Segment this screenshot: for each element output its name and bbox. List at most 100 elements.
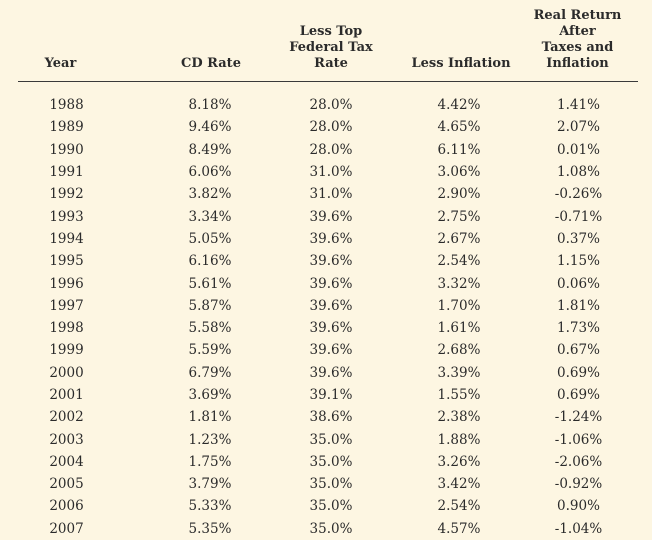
cell-year: 1996 (49, 275, 84, 292)
cell-real-return: 1.81% (557, 297, 600, 314)
header-year: Year (44, 56, 77, 71)
cell-inflation: 6.11% (437, 141, 481, 158)
table-row: 1995 6.16% 39.6% 2.54% 1.15% (18, 250, 638, 272)
cell-inflation: 2.67% (437, 230, 481, 247)
cell-real-return: -1.24% (554, 409, 603, 426)
cell-cd-rate: 1.81% (188, 409, 232, 426)
cell-year: 1993 (49, 208, 84, 225)
cell-tax-rate: 39.6% (309, 364, 353, 381)
table-row: 1994 5.05% 39.6% 2.67% 0.37% (18, 228, 638, 250)
table-row: 2006 5.33% 35.0% 2.54% 0.90% (18, 495, 638, 517)
cell-year: 2006 (49, 498, 84, 515)
cd-returns-table: Year CD Rate Less Top Federal Tax Rate L… (18, 8, 638, 540)
cell-real-return: 0.69% (557, 387, 600, 403)
cell-real-return: -0.92% (554, 476, 603, 493)
cell-tax-rate: 39.6% (309, 320, 353, 337)
cell-year: 1999 (49, 342, 84, 359)
cell-cd-rate: 3.34% (188, 208, 232, 225)
cell-inflation: 3.06% (437, 164, 481, 181)
cell-inflation: 1.88% (437, 431, 481, 448)
cell-inflation: 4.42% (437, 97, 481, 114)
cell-cd-rate: 6.16% (188, 253, 232, 270)
cell-tax-rate: 28.0% (309, 141, 353, 158)
cell-year: 1990 (49, 141, 84, 158)
cell-real-return: -2.06% (554, 453, 603, 470)
cell-cd-rate: 3.82% (188, 186, 232, 203)
cell-real-return: 0.69% (557, 364, 600, 381)
cell-cd-rate: 1.75% (188, 453, 232, 470)
cell-cd-rate: 5.33% (188, 498, 232, 515)
header-cd-rate: CD Rate (181, 56, 241, 71)
cell-year: 1994 (49, 230, 84, 247)
cell-real-return: -0.26% (554, 186, 603, 203)
cell-year: 2005 (49, 476, 84, 493)
header-row: Year CD Rate Less Top Federal Tax Rate L… (18, 8, 638, 82)
cell-year: 1989 (49, 119, 84, 136)
cell-real-return: 1.15% (557, 253, 600, 270)
cell-real-return: -1.04% (554, 520, 603, 537)
header-real-return: Real Return After Taxes and Inflation (511, 8, 638, 82)
header-inflation: Less Inflation (411, 56, 511, 71)
cell-inflation: 2.75% (437, 208, 481, 225)
cell-tax-rate: 35.0% (309, 520, 353, 537)
cell-real-return: -0.71% (554, 208, 603, 225)
cell-cd-rate: 8.18% (188, 97, 232, 114)
table-row: 1998 5.58% 39.6% 1.61% 1.73% (18, 317, 638, 339)
cell-year: 2002 (49, 409, 84, 426)
cell-tax-rate: 35.0% (309, 476, 353, 493)
cell-tax-rate: 38.6% (309, 409, 353, 426)
cell-year: 2003 (49, 431, 84, 448)
cell-cd-rate: 6.06% (188, 164, 232, 181)
header-tax-rate-line1: Less Top (299, 24, 363, 39)
cell-cd-rate: 8.49% (188, 141, 232, 158)
cell-cd-rate: 5.59% (188, 342, 232, 359)
cell-tax-rate: 39.6% (309, 230, 353, 247)
cell-tax-rate: 28.0% (309, 97, 353, 114)
cell-tax-rate: 28.0% (309, 119, 353, 136)
table-row: 1988 8.18% 28.0% 4.42% 1.41% (18, 82, 638, 117)
cell-inflation: 2.68% (437, 342, 481, 359)
cell-real-return: 0.01% (557, 141, 600, 158)
cell-tax-rate: 35.0% (309, 453, 353, 470)
cell-tax-rate: 39.6% (309, 208, 353, 225)
cell-real-return: 0.37% (557, 230, 600, 247)
cell-cd-rate: 5.05% (188, 230, 232, 247)
cell-tax-rate: 39.1% (309, 387, 353, 403)
table-row: 2007 5.35% 35.0% 4.57% -1.04% (18, 518, 638, 540)
cell-cd-rate: 3.69% (188, 387, 232, 403)
cell-inflation: 1.55% (437, 387, 481, 403)
cell-year: 2004 (49, 453, 84, 470)
cell-inflation: 4.65% (437, 119, 481, 136)
header-tax-rate-line2: Federal Tax Rate (289, 40, 373, 71)
header-tax-rate: Less Top Federal Tax Rate (257, 8, 391, 82)
table-row: 1993 3.34% 39.6% 2.75% -0.71% (18, 205, 638, 227)
cell-year: 2000 (49, 364, 84, 381)
table-row: 1999 5.59% 39.6% 2.68% 0.67% (18, 339, 638, 361)
cell-cd-rate: 9.46% (188, 119, 232, 136)
cell-tax-rate: 39.6% (309, 297, 353, 314)
cell-inflation: 2.54% (437, 498, 481, 515)
cell-tax-rate: 39.6% (309, 253, 353, 270)
cell-inflation: 2.90% (437, 186, 481, 203)
cell-inflation: 1.70% (437, 297, 481, 314)
table-row: 1989 9.46% 28.0% 4.65% 2.07% (18, 116, 638, 138)
cell-real-return: 1.73% (557, 320, 600, 337)
table-header: Year CD Rate Less Top Federal Tax Rate L… (18, 8, 638, 82)
cell-inflation: 3.26% (437, 453, 481, 470)
cell-inflation: 4.57% (437, 520, 481, 537)
cell-year: 1992 (49, 186, 84, 203)
cell-cd-rate: 5.87% (188, 297, 232, 314)
cell-inflation: 1.61% (437, 320, 481, 337)
cell-tax-rate: 35.0% (309, 431, 353, 448)
cell-year: 1998 (49, 320, 84, 337)
cell-year: 1997 (49, 297, 84, 314)
cell-tax-rate: 31.0% (309, 186, 353, 203)
cell-real-return: 0.67% (557, 342, 600, 359)
table-row: 2005 3.79% 35.0% 3.42% -0.92% (18, 473, 638, 495)
cell-tax-rate: 39.6% (309, 275, 353, 292)
cell-real-return: 0.90% (557, 498, 600, 515)
table-row: 2001 3.69% 39.1% 1.55% 0.69% (18, 384, 638, 406)
table-row: 2003 1.23% 35.0% 1.88% -1.06% (18, 428, 638, 450)
table-row: 1997 5.87% 39.6% 1.70% 1.81% (18, 295, 638, 317)
table-body: 1988 8.18% 28.0% 4.42% 1.41% 1989 9.46% 28.0% 4.… (18, 82, 638, 540)
